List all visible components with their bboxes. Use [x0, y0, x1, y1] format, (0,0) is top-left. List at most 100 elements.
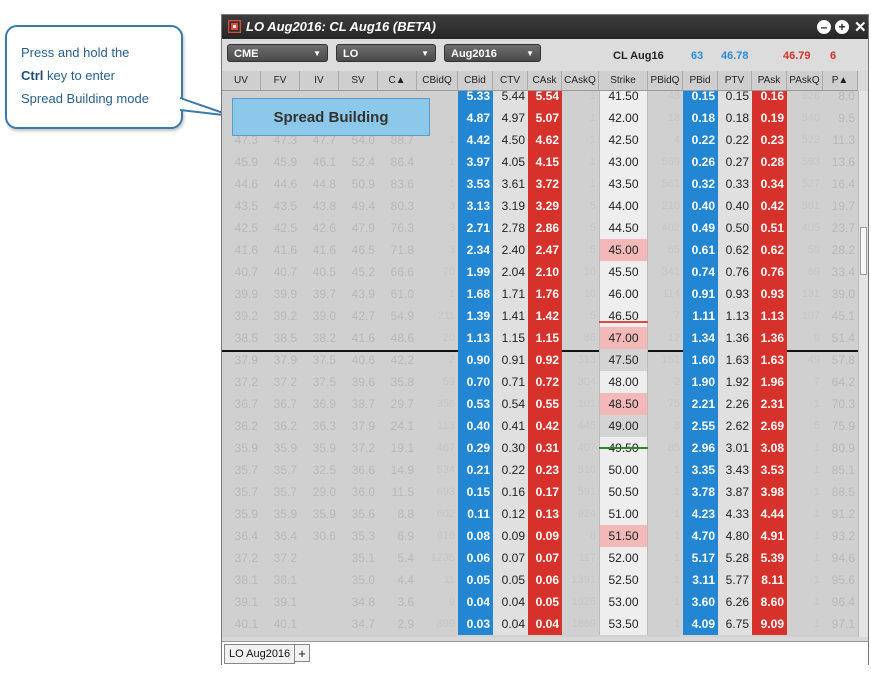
cell-pbidq[interactable]: 12 [667, 332, 680, 344]
cell-strike[interactable]: 45.00 [599, 239, 648, 261]
underlying-bid[interactable]: 46.78 [721, 50, 749, 62]
title-bar[interactable]: LO Aug2016: CL Aug16 (BETA) – + ✕ [222, 15, 868, 39]
cell-caskq[interactable]: 10 [583, 288, 596, 300]
column-header-cbidq[interactable]: CBidQ [417, 71, 458, 91]
cell-pbidq[interactable]: 13 [667, 112, 680, 124]
cell-cask[interactable]: 0.72 [528, 371, 562, 393]
cell-caskq[interactable]: 1869 [571, 618, 596, 630]
cell-caskq[interactable]: 1 [589, 134, 596, 146]
cell-cask[interactable]: 3.29 [528, 195, 562, 217]
cell-pbid[interactable]: 2.96 [683, 437, 718, 459]
cell-paskq[interactable]: 1 [813, 530, 820, 542]
cell-caskq[interactable]: 510 [577, 464, 596, 476]
cell-strike[interactable]: 45.50 [599, 261, 648, 283]
cell-cbid[interactable]: 4.42 [458, 129, 493, 151]
cell-paskq[interactable]: 581 [801, 200, 820, 212]
cell-pbidq[interactable]: 569 [661, 156, 680, 168]
cell-pbid[interactable]: 0.22 [683, 129, 718, 151]
cell-caskq[interactable]: 5 [589, 244, 596, 256]
cell-paskq[interactable]: 1 [813, 486, 820, 498]
cell-pbid[interactable]: 2.21 [683, 393, 718, 415]
column-header-ptv[interactable]: PTV [718, 71, 752, 91]
cell-cask[interactable]: 0.17 [528, 481, 562, 503]
cell-cbid[interactable]: 0.06 [458, 547, 493, 569]
cell-pbid[interactable]: 3.11 [683, 569, 718, 591]
cell-cask[interactable]: 0.42 [528, 415, 562, 437]
column-header-iv[interactable]: IV [300, 71, 339, 91]
cell-cbid[interactable]: 2.71 [458, 217, 493, 239]
cell-pask[interactable]: 3.08 [752, 437, 787, 459]
cell-cask[interactable]: 1.15 [528, 327, 562, 349]
cell-pbidq[interactable]: 4 [673, 134, 680, 146]
cell-pbidq[interactable]: 341 [661, 266, 680, 278]
cell-pbidq[interactable]: 1 [673, 464, 680, 476]
cell-pbid[interactable]: 0.32 [683, 173, 718, 195]
cell-strike[interactable]: 53.50 [599, 613, 648, 635]
cell-cbid[interactable]: 1.39 [458, 305, 493, 327]
cell-caskq[interactable]: 924 [577, 508, 596, 520]
cell-pbid[interactable]: 0.15 [683, 91, 718, 107]
column-header-ctv[interactable]: CTV [493, 71, 528, 91]
cell-strike[interactable]: 47.50 [599, 349, 648, 371]
cell-paskq[interactable]: 69 [807, 266, 820, 278]
cell-paskq[interactable]: 1 [813, 398, 820, 410]
cell-cask[interactable]: 0.07 [528, 547, 562, 569]
cell-cbidq[interactable]: 3 [448, 244, 455, 256]
cell-paskq[interactable]: 1 [813, 618, 820, 630]
cell-strike[interactable]: 52.00 [599, 547, 648, 569]
cell-pbidq[interactable]: 7 [673, 310, 680, 322]
cell-pask[interactable]: 0.23 [752, 129, 787, 151]
cell-caskq[interactable]: 407 [577, 442, 596, 454]
cell-pask[interactable]: 5.39 [752, 547, 787, 569]
underlying-bid-qty[interactable]: 63 [691, 50, 704, 62]
cell-pbidq[interactable]: 1 [673, 508, 680, 520]
cell-pbid[interactable]: 4.70 [683, 525, 718, 547]
cell-cask[interactable]: 5.07 [528, 107, 562, 129]
column-header-cdelta[interactable]: C▲ [378, 71, 417, 91]
cell-cbidq[interactable]: 3 [448, 200, 455, 212]
cell-cbidq[interactable]: 1 [448, 134, 455, 146]
cell-cask[interactable]: 2.10 [528, 261, 562, 283]
cell-cbid[interactable]: 0.11 [458, 503, 493, 525]
cell-paskq[interactable]: 49 [807, 354, 820, 366]
cell-caskq[interactable]: 86 [583, 332, 596, 344]
cell-pask[interactable]: 8.60 [752, 591, 787, 613]
cell-cbidq[interactable]: 1 [448, 156, 455, 168]
column-header-paskq[interactable]: PAskQ [787, 71, 823, 91]
cell-caskq[interactable]: 1 [589, 156, 596, 168]
cell-paskq[interactable]: 1 [813, 508, 820, 520]
cell-caskq[interactable]: 1926 [571, 596, 596, 608]
cell-pbid[interactable]: 0.40 [683, 195, 718, 217]
cell-caskq[interactable]: 10 [583, 266, 596, 278]
cell-strike[interactable]: 50.00 [599, 459, 648, 481]
column-header-pask[interactable]: PAsk [752, 71, 787, 91]
cell-pask[interactable]: 2.31 [752, 393, 787, 415]
cell-cbidq[interactable]: 9 [448, 596, 455, 608]
cell-paskq[interactable]: 593 [801, 156, 820, 168]
cell-pbid[interactable]: 4.23 [683, 503, 718, 525]
cell-pbidq[interactable]: 1 [673, 552, 680, 564]
cell-pask[interactable]: 0.51 [752, 217, 787, 239]
cell-paskq[interactable]: 1 [813, 552, 820, 564]
cell-pbidq[interactable]: 1 [673, 486, 680, 498]
cell-paskq[interactable]: 405 [801, 222, 820, 234]
tab-lo-aug2016[interactable]: LO Aug2016 [224, 644, 296, 664]
expiry-dropdown[interactable]: Aug2016 ▼ [444, 44, 541, 62]
cell-cbid[interactable]: 0.15 [458, 481, 493, 503]
cell-cask[interactable]: 0.31 [528, 437, 562, 459]
cell-cbid[interactable]: 0.21 [458, 459, 493, 481]
cell-pbid[interactable]: 5.17 [683, 547, 718, 569]
column-header-cbid[interactable]: CBid [458, 71, 493, 91]
cell-pbid[interactable]: 0.61 [683, 239, 718, 261]
cell-pbid[interactable]: 1.34 [683, 327, 718, 349]
cell-cbidq[interactable]: 1 [448, 288, 455, 300]
cell-strike[interactable]: 41.50 [599, 91, 648, 107]
cell-pbidq[interactable]: 114 [662, 288, 680, 300]
cell-cbidq[interactable]: 20 [442, 332, 455, 344]
cell-caskq[interactable]: 1391 [571, 574, 596, 586]
cell-cask[interactable]: 0.23 [528, 459, 562, 481]
cell-strike[interactable]: 51.50 [599, 525, 648, 547]
cell-strike[interactable]: 48.00 [599, 371, 648, 393]
cell-pbid[interactable]: 3.35 [683, 459, 718, 481]
close-icon[interactable]: ✕ [854, 19, 867, 36]
